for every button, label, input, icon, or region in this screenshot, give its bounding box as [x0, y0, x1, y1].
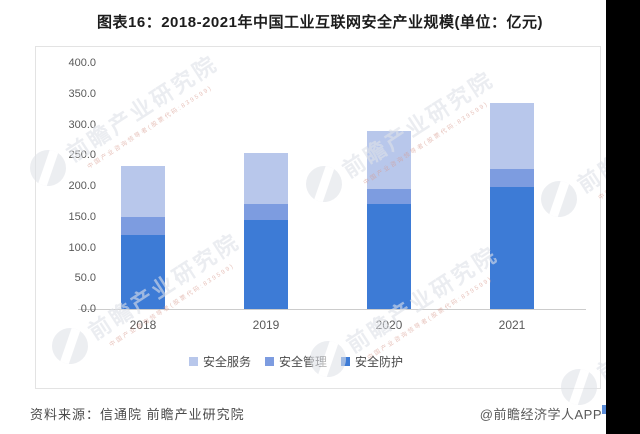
credit-superscript-mark: [602, 405, 606, 414]
bar-segment-2019-安全防护: [244, 219, 288, 309]
bar-segment-2021-安全管理: [490, 169, 534, 188]
y-axis-tick-label: 400.0: [68, 57, 96, 69]
legend-label: 安全服务: [203, 355, 252, 369]
credit-label: @前瞻经济学人APP: [480, 404, 606, 423]
bar-segment-2018-安全防护: [121, 235, 165, 309]
legend-item-安全防护: 安全防护: [341, 353, 403, 370]
chart-box: 0.0 50.0 100.0 150.0 200.0 250.0 300.0 350.0 400…: [35, 46, 601, 389]
y-axis-tick-label: 250.0: [68, 149, 96, 162]
y-axis-tick-label: 0.0: [80, 303, 96, 315]
x-axis-label: 2020: [375, 318, 403, 332]
bar-segment-2018-安全管理: [121, 216, 165, 236]
source-note: 资料来源：信通院 前瞻产业研究院: [30, 407, 245, 422]
bar-segment-2021-安全防护: [490, 187, 534, 309]
bar-segment-2019-安全服务: [244, 153, 288, 205]
legend: 安全服务 安全管理 安全防护: [189, 353, 403, 370]
y-axis-tick-label: 150.0: [68, 210, 96, 223]
legend-swatch-icon: [341, 357, 351, 366]
x-axis-label: 2021: [498, 318, 526, 332]
legend-swatch-icon: [189, 357, 198, 366]
y-axis-tick-label: 100.0: [68, 241, 96, 254]
y-axis-tick-label: 350.0: [68, 87, 96, 100]
bar-segment-2019-安全管理: [244, 204, 288, 220]
credit-text: @前瞻经济学人APP: [479, 407, 602, 422]
bar-segment-2020-安全防护: [367, 204, 411, 309]
legend-label: 安全管理: [279, 355, 328, 369]
y-axis-tick-label: 200.0: [68, 180, 96, 192]
x-axis-label: 2019: [252, 318, 280, 332]
bar-segment-2018-安全服务: [121, 166, 165, 217]
y-axis-tick-label: 50.0: [74, 272, 96, 285]
bar-segment-2021-安全服务: [490, 102, 534, 170]
x-axis-line: [78, 309, 586, 310]
bar-segment-2020-安全服务: [367, 130, 411, 190]
chart-title: 图表16：2018-2021年中国工业互联网安全产业规模(单位：亿元): [97, 14, 543, 31]
legend-label: 安全防护: [355, 355, 404, 369]
legend-item-安全服务: 安全服务: [189, 353, 251, 370]
legend-item-安全管理: 安全管理: [265, 353, 327, 370]
y-axis-tick-label: 300.0: [68, 118, 96, 131]
bar-segment-2020-安全管理: [367, 189, 411, 205]
x-axis-label: 2018: [129, 318, 157, 332]
legend-swatch-icon: [265, 357, 275, 366]
screenshot-edge-black-bar: [606, 0, 640, 434]
